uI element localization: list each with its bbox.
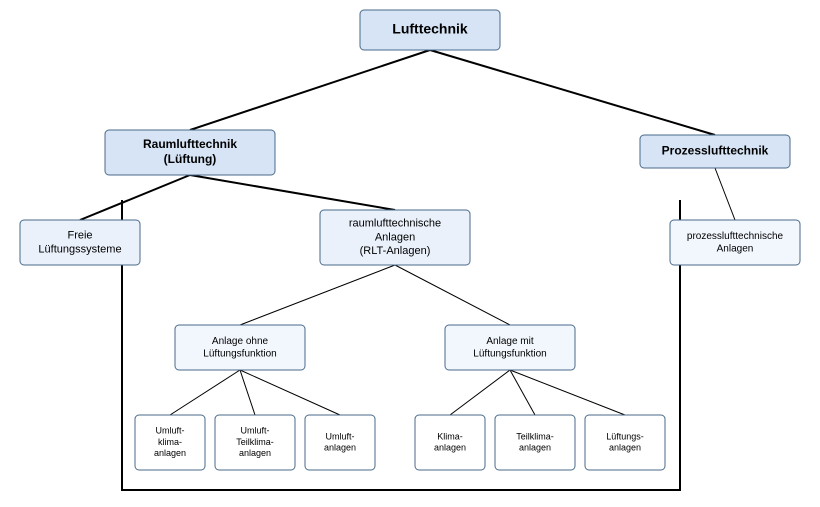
- node-label-root-line0: Lufttechnik: [392, 21, 468, 37]
- edge-rltanl-ohne: [240, 265, 395, 325]
- node-label-tka-line1: anlagen: [519, 443, 551, 453]
- edge-mit-la: [510, 370, 625, 415]
- node-freie: FreieLüftungssysteme: [20, 220, 140, 265]
- edge-ohne-uk: [170, 370, 240, 415]
- node-label-ka-line0: Klima-: [437, 431, 463, 441]
- node-ua: Umluft-anlagen: [305, 415, 375, 470]
- node-label-utk-line0: Umluft-: [241, 426, 270, 436]
- node-label-freie-line1: Lüftungssysteme: [38, 243, 121, 255]
- node-label-la-line0: Lüftungs-: [606, 431, 644, 441]
- node-label-ua-line1: anlagen: [324, 443, 356, 453]
- edge-rlt-rltanl: [190, 175, 395, 210]
- edge-mit-tka: [510, 370, 535, 415]
- node-label-la-line1: anlagen: [609, 443, 641, 453]
- node-label-uk-line0: Umluft-: [156, 426, 185, 436]
- node-tka: Teilklima-anlagen: [495, 415, 575, 470]
- node-label-tka-line0: Teilklima-: [516, 431, 554, 441]
- node-ka: Klima-anlagen: [415, 415, 485, 470]
- node-label-ua-line0: Umluft-: [326, 431, 355, 441]
- node-label-rltanl-line2: (RLT-Anlagen): [360, 245, 431, 257]
- node-rltanl: raumlufttechnischeAnlagen (RLT-Anlagen): [320, 210, 470, 265]
- node-procanl: prozesslufttechnischeAnlagen: [670, 220, 800, 265]
- node-label-ka-line1: anlagen: [434, 443, 466, 453]
- edge-rltanl-mit: [395, 265, 510, 325]
- diagram-canvas: Lufttechnik Raumlufttechnik(Lüftung) Proze…: [0, 0, 820, 507]
- node-label-uk-line2: anlagen: [154, 448, 186, 458]
- node-label-utk-line2: anlagen: [239, 448, 271, 458]
- edge-rlt-freie: [80, 175, 190, 220]
- node-label-rltanl-line0: raumlufttechnische: [349, 218, 441, 230]
- node-label-utk-line1: Teilklima-: [236, 437, 274, 447]
- node-ohne: Anlage ohneLüftungsfunktion: [175, 325, 305, 370]
- node-label-mit-line0: Anlage mit: [486, 336, 533, 347]
- node-label-mit-line1: Lüftungsfunktion: [473, 348, 546, 359]
- edge-proc-procanl: [715, 168, 735, 220]
- node-rlt: Raumlufttechnik(Lüftung): [105, 130, 275, 175]
- node-label-procanl-line0: prozesslufttechnische: [687, 231, 784, 242]
- node-label-procanl-line1: Anlagen: [717, 243, 754, 254]
- node-label-proc-line0: Prozesslufttechnik: [662, 144, 769, 158]
- edge-root-proc: [430, 50, 715, 135]
- node-utk: Umluft-Teilklima-anlagen: [215, 415, 295, 470]
- edge-ohne-ua: [240, 370, 340, 415]
- edge-ohne-utk: [240, 370, 255, 415]
- node-label-rlt-line1: (Lüftung): [164, 152, 217, 166]
- node-label-rlt-line0: Raumlufttechnik: [143, 137, 237, 151]
- edge-root-rlt: [190, 50, 430, 130]
- edge-mit-ka: [450, 370, 510, 415]
- node-label-ohne-line0: Anlage ohne: [212, 336, 269, 347]
- node-label-uk-line1: klima-: [158, 437, 182, 447]
- node-label-ohne-line1: Lüftungsfunktion: [203, 348, 276, 359]
- node-proc: Prozesslufttechnik: [640, 135, 790, 168]
- node-mit: Anlage mitLüftungsfunktion: [445, 325, 575, 370]
- node-root: Lufttechnik: [360, 10, 500, 50]
- node-label-rltanl-line1: Anlagen: [375, 231, 415, 243]
- node-la: Lüftungs-anlagen: [585, 415, 665, 470]
- node-uk: Umluft-klima-anlagen: [135, 415, 205, 470]
- node-label-freie-line0: Freie: [67, 230, 92, 242]
